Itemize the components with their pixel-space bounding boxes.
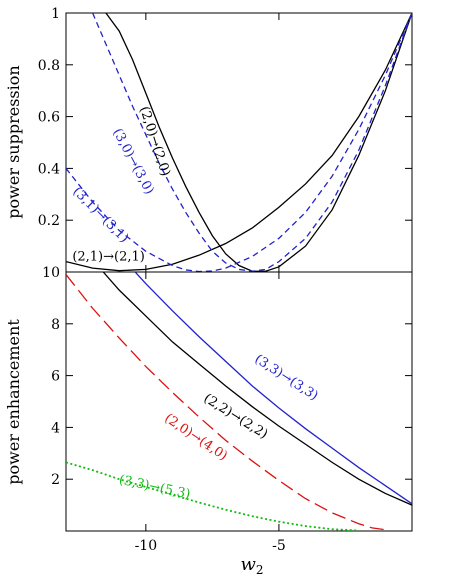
bottom-plot-frame (65, 271, 413, 532)
x-axis-title: w2 (240, 554, 263, 577)
top-y-tick-label: 0.2 (38, 213, 60, 229)
curve-label: (2,0)→(4,0) (161, 411, 230, 464)
top-panel: 0.2 0.4 0.6 0.8 1 (2,1)→(2,1)(2,0)→(2,0)(3,0… (4, 6, 413, 273)
series-line (92, 13, 412, 272)
bot-y-tick-label: 10 (42, 265, 60, 281)
curve-label: (2,1)→(2,1) (72, 249, 145, 264)
series-line (66, 13, 412, 272)
bot-y-tick-label: 4 (51, 420, 60, 436)
top-y-ticks: 0.2 0.4 0.6 0.8 1 (38, 6, 412, 229)
top-y-tick-label: 0.8 (38, 58, 60, 74)
top-y-axis-title: power suppression (4, 65, 23, 218)
series-line (105, 13, 412, 272)
series-line (66, 13, 412, 272)
top-y-tick-label: 0.4 (38, 161, 60, 177)
series-line (66, 461, 359, 531)
x-axis-title-subscript: 2 (256, 563, 264, 577)
bottom-y-ticks: 2 4 6 8 10 (42, 265, 412, 488)
series-line (66, 274, 386, 531)
bottom-y-axis-title: power enhancement (4, 319, 23, 485)
x-axis-title-main: w (240, 554, 256, 575)
series-line (102, 272, 412, 506)
bot-x-tick-label: -10 (135, 538, 158, 554)
curve-label: (2,2)→(2,2) (201, 391, 270, 442)
curve-label: (3,1)→(3,1) (69, 184, 131, 246)
bottom-series (66, 272, 412, 531)
bot-y-tick-label: 6 (51, 369, 60, 385)
bot-y-tick-label: 2 (51, 472, 60, 488)
top-annotations: (2,1)→(2,1)(2,0)→(2,0)(3,0)→(3,0)(3,1)→(… (69, 105, 172, 265)
bottom-x-ticks: -10 -5 (135, 272, 286, 554)
bottom-annotations: (3,3)→(3,3)(2,2)→(2,2)(2,0)→(4,0) (3,3)→(… (118, 352, 321, 503)
top-y-tick-label: 1 (51, 6, 60, 22)
bot-x-tick-label: -5 (272, 538, 286, 554)
top-y-tick-label: 0.6 (38, 110, 60, 126)
series-line (134, 272, 412, 505)
top-series (66, 13, 412, 272)
bottom-panel: 2 4 6 8 10 -10 -5 (3,3)→(3,3)(2,2)→(2,2)(2,0)… (4, 265, 413, 577)
top-x-ticks (145, 13, 280, 272)
bot-y-tick-label: 8 (51, 317, 60, 333)
curve-label: (3,3)→(5,3) (118, 473, 192, 503)
curve-label: (3,3)→(3,3) (252, 352, 321, 404)
